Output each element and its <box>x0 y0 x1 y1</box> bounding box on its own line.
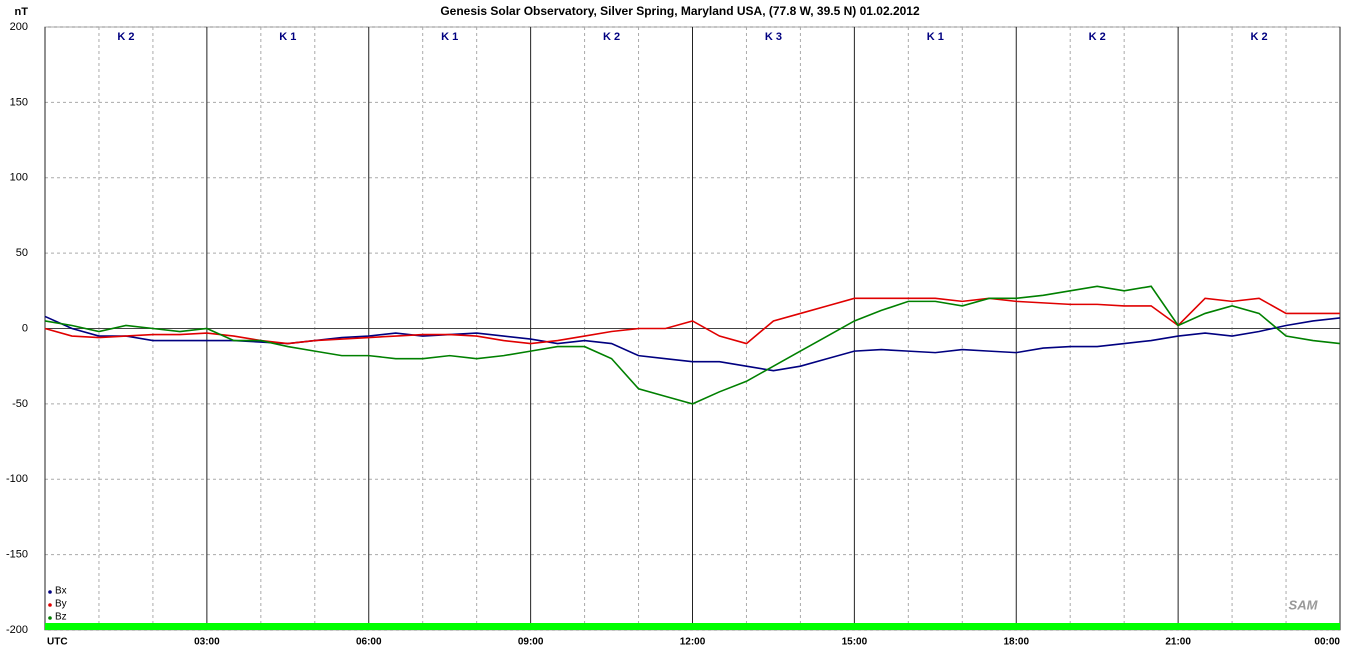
x-tick-label: 00:00 <box>1314 637 1340 648</box>
x-tick-label: 09:00 <box>518 637 544 648</box>
legend-label: Bx <box>55 586 67 597</box>
k-index: K 2 <box>117 31 134 43</box>
series-line <box>44 315 1341 372</box>
k-index: K 1 <box>279 31 296 43</box>
y-tick-label: 100 <box>10 172 28 184</box>
k-index: K 2 <box>1251 31 1268 43</box>
x-tick-label: 12:00 <box>680 637 706 648</box>
x-tick-label: 21:00 <box>1165 637 1191 648</box>
y-tick-label: -100 <box>6 473 28 485</box>
y-tick-label: 150 <box>10 96 28 108</box>
legend-marker <box>48 590 52 594</box>
y-tick-label: -200 <box>6 624 28 636</box>
k-index: K 3 <box>765 31 782 43</box>
logo: SAM <box>1289 597 1319 612</box>
k-index: K 1 <box>927 31 944 43</box>
legend-marker <box>48 616 52 620</box>
y-tick-label: -50 <box>12 398 28 410</box>
x-tick-label: 06:00 <box>356 637 382 648</box>
y-tick-label: 0 <box>22 322 28 334</box>
x-tick-label: 18:00 <box>1003 637 1029 648</box>
k-index: K 1 <box>441 31 458 43</box>
k-index: K 2 <box>1089 31 1106 43</box>
legend-label: Bz <box>55 612 67 623</box>
k-index: K 2 <box>603 31 620 43</box>
legend-marker <box>48 603 52 607</box>
x-tick-label: UTC <box>47 637 68 648</box>
series-line <box>44 285 1341 405</box>
y-tick-label: 50 <box>16 247 28 259</box>
y-tick-label: 200 <box>10 21 28 33</box>
y-unit: nT <box>15 6 29 18</box>
x-tick-label: 03:00 <box>194 637 220 648</box>
legend-label: By <box>55 599 67 610</box>
status-bar <box>45 623 1340 630</box>
chart-title: Genesis Solar Observatory, Silver Spring… <box>440 4 920 18</box>
x-tick-label: 15:00 <box>842 637 868 648</box>
y-tick-label: -150 <box>6 549 28 561</box>
